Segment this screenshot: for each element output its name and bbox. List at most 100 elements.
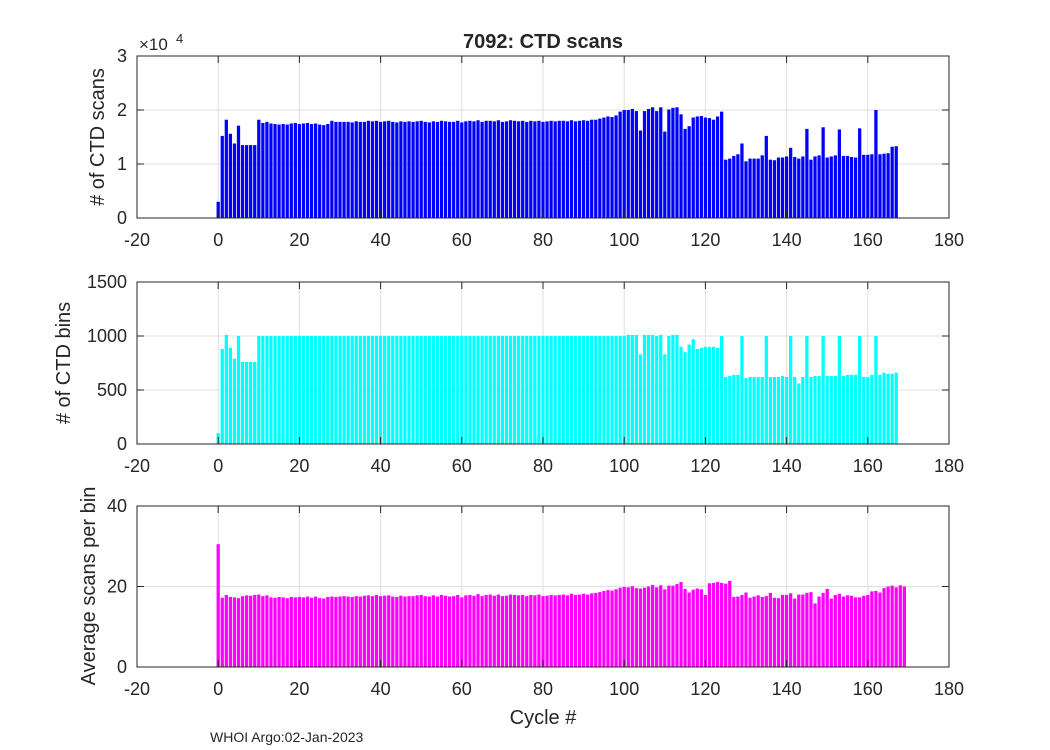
bar <box>281 336 285 444</box>
bar <box>435 596 440 667</box>
bar <box>829 598 833 667</box>
bar <box>232 597 237 667</box>
bar <box>707 583 712 667</box>
bar <box>362 121 366 218</box>
bar <box>728 580 732 667</box>
x-tick-label: 120 <box>690 679 720 699</box>
bar <box>378 121 383 218</box>
bar <box>537 336 541 444</box>
bar <box>606 336 610 444</box>
bar <box>764 135 768 218</box>
bar <box>841 155 846 218</box>
bar <box>598 336 602 444</box>
bar <box>866 377 870 444</box>
bar <box>464 121 468 218</box>
bar <box>362 595 366 667</box>
bar <box>748 377 752 444</box>
bar <box>273 597 277 667</box>
bar <box>614 336 618 444</box>
bar <box>768 592 772 667</box>
bar <box>853 157 858 218</box>
bar <box>431 121 436 218</box>
bar <box>805 336 809 444</box>
bar <box>825 157 829 218</box>
bar <box>683 128 687 218</box>
bar <box>411 596 415 667</box>
bar <box>606 590 610 667</box>
bar <box>870 591 874 667</box>
bar <box>679 114 683 218</box>
footer-credit: WHOI Argo:02-Jan-2023 <box>210 729 364 745</box>
bar <box>228 133 233 218</box>
bar <box>443 121 448 218</box>
bar <box>423 121 427 218</box>
bar <box>244 145 249 218</box>
bar <box>711 119 716 218</box>
bar <box>634 334 639 444</box>
bar <box>314 596 318 667</box>
bar <box>508 336 513 444</box>
bar <box>711 346 716 444</box>
bar <box>586 120 590 218</box>
x-tick-label: 0 <box>213 456 223 476</box>
bar <box>269 123 273 218</box>
bar <box>760 155 764 218</box>
bar <box>886 153 890 218</box>
bar <box>529 336 533 444</box>
x-tick-label: 160 <box>853 679 883 699</box>
bar <box>439 594 444 667</box>
bar <box>663 354 667 444</box>
bar <box>395 122 399 218</box>
bar <box>557 594 561 667</box>
bar <box>663 131 667 218</box>
bar <box>350 336 354 444</box>
bar <box>614 589 618 667</box>
y-tick-label: 1 <box>117 154 127 174</box>
bar <box>650 334 655 444</box>
bar <box>845 595 850 667</box>
bar <box>659 107 663 218</box>
bar <box>740 594 744 667</box>
bar <box>776 157 781 218</box>
bar <box>236 336 241 444</box>
bar <box>537 120 541 218</box>
bar <box>541 596 545 667</box>
bar <box>232 358 237 444</box>
bar <box>289 596 293 667</box>
bar <box>732 155 736 218</box>
bar <box>330 120 334 218</box>
bar <box>853 374 858 444</box>
x-tick-label: 160 <box>853 230 883 250</box>
x-tick-label: 0 <box>213 230 223 250</box>
bar <box>610 117 614 218</box>
bar <box>480 121 484 218</box>
bar <box>569 120 574 218</box>
bar-series <box>216 544 906 667</box>
bar <box>330 336 334 444</box>
bar <box>504 336 509 444</box>
bar <box>634 111 639 218</box>
bar <box>350 122 354 218</box>
bar <box>764 596 768 667</box>
bar <box>427 596 431 667</box>
bar <box>472 336 476 444</box>
bar <box>882 372 886 444</box>
bar <box>679 346 683 444</box>
bar <box>366 120 371 218</box>
bar <box>736 596 740 667</box>
bar <box>703 117 708 218</box>
x-tick-label: 120 <box>690 456 720 476</box>
chart-panel-ctd-bins: -20 0 20 40 60 80 100 120 140 160 180050010001500 … <box>53 272 964 476</box>
bar <box>314 123 318 218</box>
bar <box>825 375 829 444</box>
bar <box>699 589 703 667</box>
bar <box>236 125 241 218</box>
bar <box>464 336 468 444</box>
bar <box>805 592 809 667</box>
bar <box>776 598 781 667</box>
bar <box>793 377 797 444</box>
bar <box>841 375 846 444</box>
bar <box>707 346 712 444</box>
